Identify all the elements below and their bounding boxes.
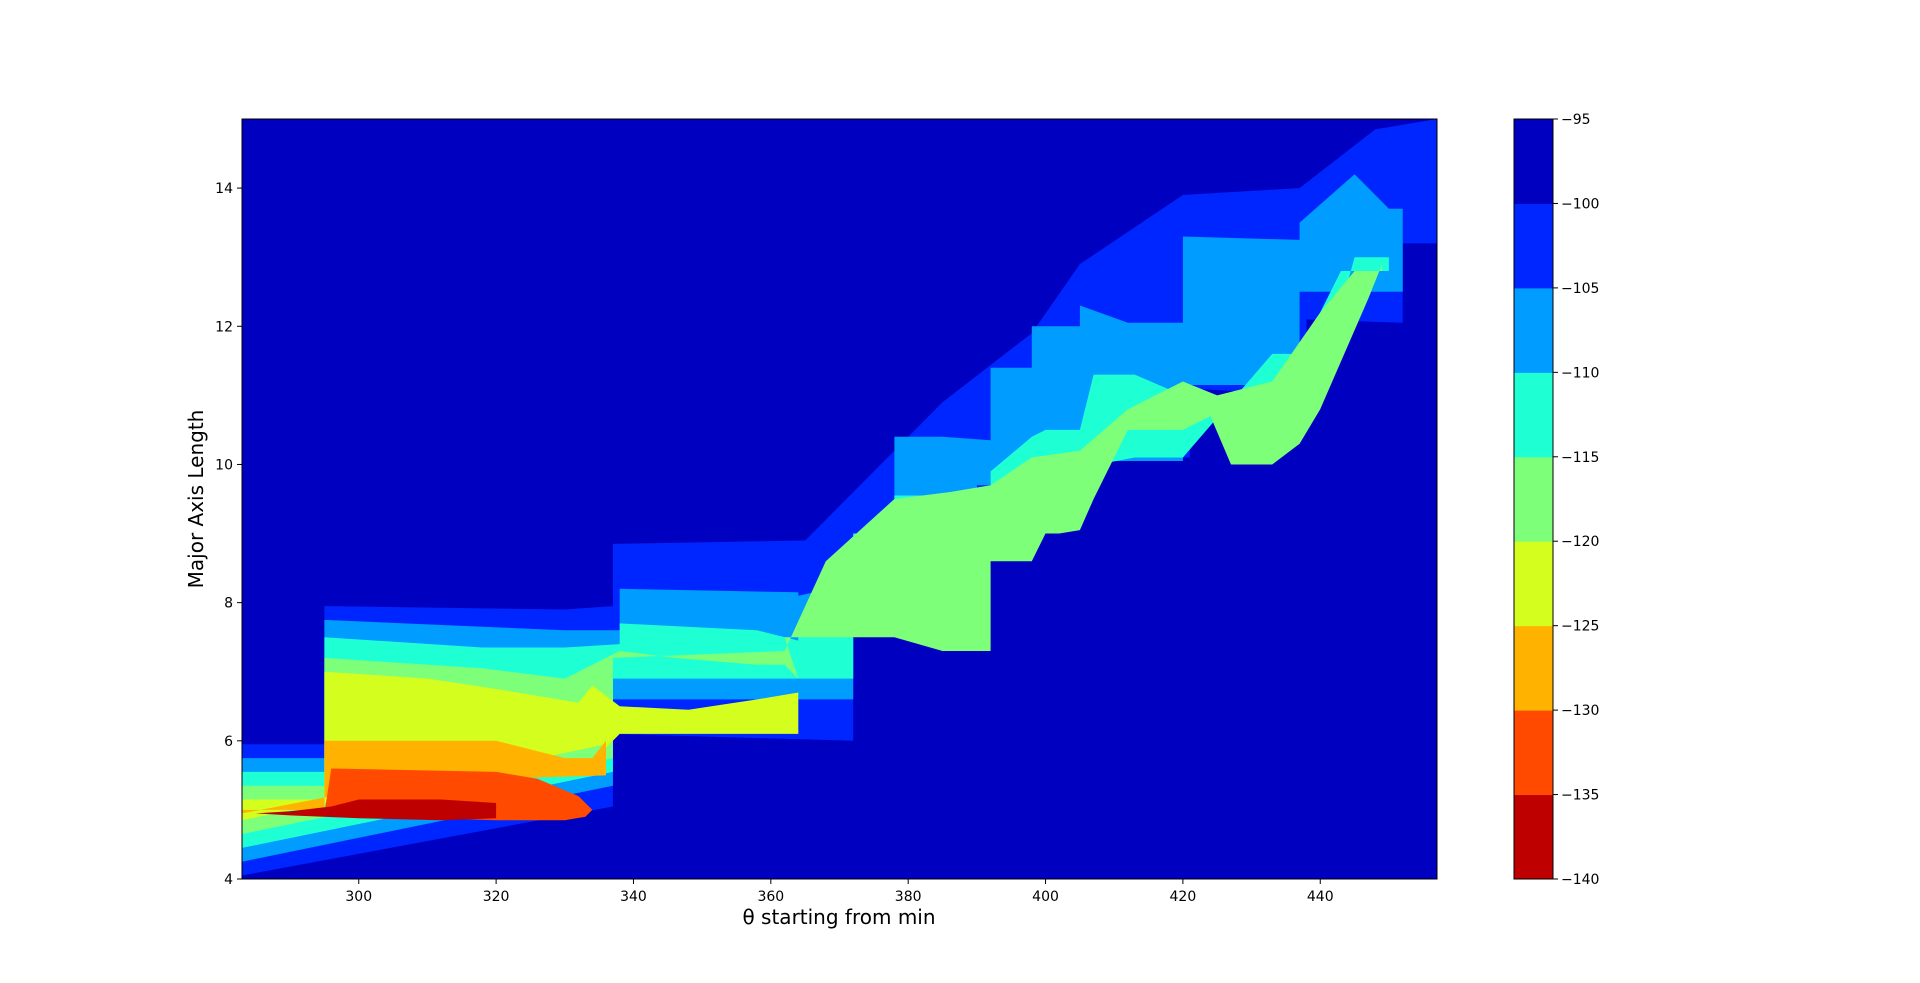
x-tick-label: 440: [1307, 889, 1334, 905]
y-tick-label: 4: [224, 872, 233, 888]
colorbar-band-0: [1514, 794, 1553, 880]
colorbar-tick-label: −125: [1561, 619, 1599, 635]
y-tick-label: 14: [215, 181, 233, 197]
x-tick-label: 340: [620, 889, 647, 905]
x-tick-label: 380: [895, 889, 922, 905]
colorbar-band-2: [1514, 625, 1553, 711]
colorbar-tick-label: −135: [1561, 788, 1599, 804]
colorbar-tick-label: −110: [1561, 365, 1599, 381]
colorbar-band-6: [1514, 287, 1553, 373]
x-tick-label: 300: [345, 889, 372, 905]
x-tick-label: 360: [757, 889, 784, 905]
colorbar-band-7: [1514, 203, 1553, 289]
contour-band-7: [255, 799, 497, 821]
colorbar-band-4: [1514, 456, 1553, 542]
colorbar-tick-label: −100: [1561, 196, 1599, 212]
y-tick-label: 10: [215, 457, 233, 473]
colorbar-band-3: [1514, 541, 1553, 627]
plot-frame: [241, 118, 1438, 880]
x-tick-label: 320: [483, 889, 510, 905]
contour-band-3: [242, 264, 1383, 835]
colorbar-band-1: [1514, 710, 1553, 796]
colorbar-tick-label: −95: [1561, 112, 1591, 128]
colorbar-band-5: [1514, 372, 1553, 458]
y-axis-label: Major Axis Length: [184, 410, 208, 589]
colorbar-band-8: [1514, 119, 1553, 204]
plot-area: [241, 118, 1438, 880]
x-axis-label: θ starting from min: [742, 905, 935, 929]
contour-regions: [242, 119, 1437, 876]
x-tick-label: 420: [1170, 889, 1197, 905]
y-tick-label: 8: [224, 596, 233, 612]
colorbar-ticks: −140 −135 −130 −125 −120 −115 −110 −105 −100 −95: [1553, 112, 1599, 888]
colorbar-frame: [1513, 118, 1554, 880]
x-tick-label: 400: [1032, 889, 1059, 905]
colorbar-tick-label: −120: [1561, 534, 1599, 550]
colorbar-tick-label: −105: [1561, 281, 1599, 297]
colorbar-tick-label: −130: [1561, 703, 1599, 719]
x-axis-ticks: 300 320 340 360 380 400 420 440: [345, 879, 1334, 905]
colorbar-tick-label: −115: [1561, 450, 1599, 466]
y-tick-label: 6: [224, 734, 233, 750]
y-tick-label: 12: [215, 319, 233, 335]
colorbar-tick-label: −140: [1561, 872, 1599, 888]
y-axis-ticks: 4 6 8 10 12 14: [215, 181, 242, 888]
colorbar: [1513, 118, 1554, 880]
